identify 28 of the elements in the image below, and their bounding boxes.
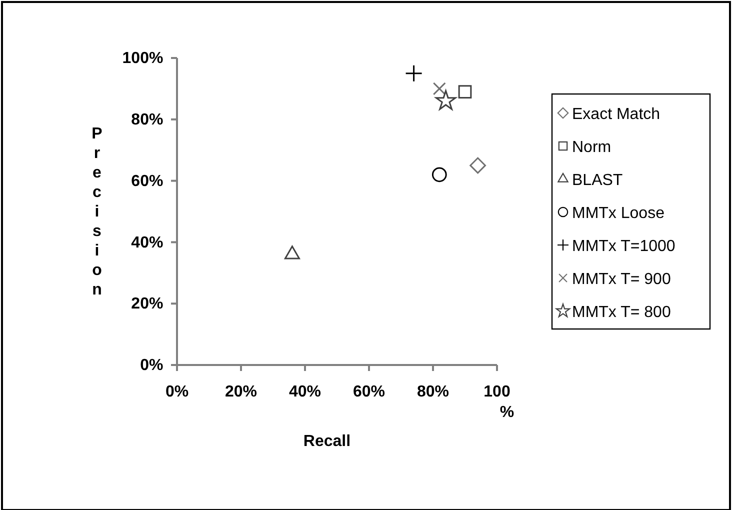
legend-label: MMTx T= 800 [572, 304, 671, 321]
text: Precision [92, 126, 102, 298]
point [470, 157, 486, 174]
point [405, 64, 423, 82]
y-tick-label: 40% [131, 234, 164, 252]
legend-label: BLAST [572, 172, 623, 189]
y-tick-label: 80% [131, 112, 164, 129]
legend-label: MMTx T= 900 [572, 271, 671, 288]
x-tick-label: 100% [484, 383, 514, 422]
legend-label: Norm [572, 139, 612, 156]
x-tick-label: 40% [288, 383, 322, 400]
x-tick-label: 20% [224, 383, 258, 400]
x-tick-label: 60% [352, 383, 386, 400]
point [284, 246, 300, 260]
legend-label: Exact Match [572, 106, 660, 123]
y-tick-label: 60% [131, 172, 164, 190]
legend-label: MMTx Loose [572, 205, 665, 222]
y-tick-label: 0% [140, 357, 164, 374]
point [432, 167, 447, 182]
point [458, 85, 472, 98]
point [432, 82, 446, 96]
x-axis-title: Recall [303, 433, 351, 450]
legend-label: MMTx T=1000 [572, 238, 676, 255]
y-tick-label: 20% [131, 296, 164, 313]
x-tick-label: 0% [165, 383, 189, 400]
y-tick-label: 100% [122, 50, 164, 68]
x-tick-label: 80% [416, 383, 450, 400]
point [435, 90, 456, 110]
